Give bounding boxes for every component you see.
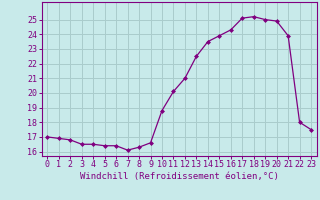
X-axis label: Windchill (Refroidissement éolien,°C): Windchill (Refroidissement éolien,°C) [80,172,279,181]
